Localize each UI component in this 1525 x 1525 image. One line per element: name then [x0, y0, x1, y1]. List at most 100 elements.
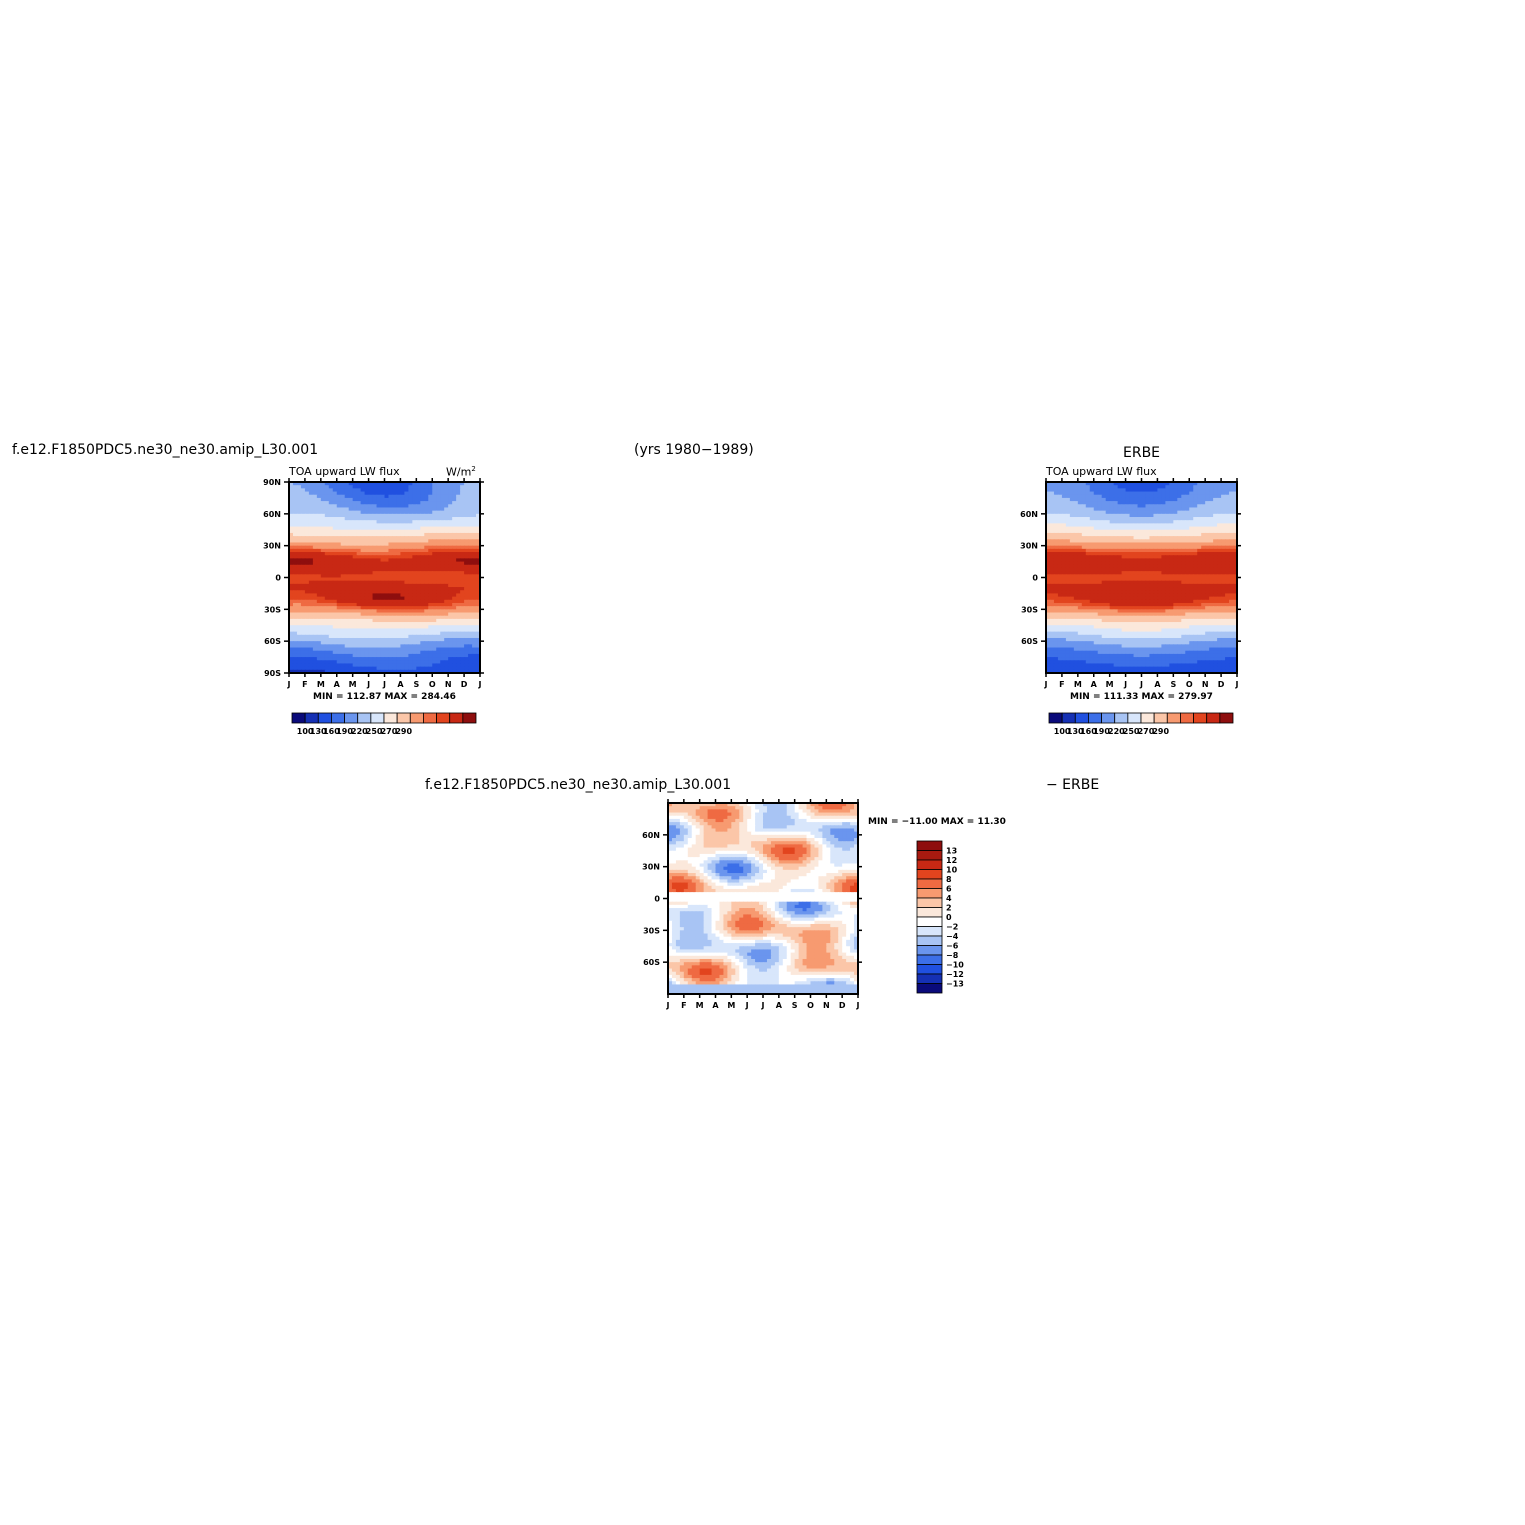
field-cell — [1197, 602, 1202, 607]
field-cell — [1093, 485, 1099, 489]
field-cell — [352, 552, 358, 556]
field-cell — [388, 606, 394, 610]
field-cell — [1065, 567, 1071, 572]
field-cell — [396, 641, 402, 645]
field-cell — [1129, 580, 1135, 585]
field-cell — [1165, 580, 1170, 585]
field-cell — [364, 631, 370, 636]
field-cell — [1185, 567, 1190, 572]
field-cell — [320, 593, 326, 598]
field-cell — [296, 485, 302, 489]
field-cell — [1165, 609, 1170, 614]
field-cell — [1153, 564, 1159, 569]
field-cell — [1113, 583, 1119, 588]
field-cell — [1165, 561, 1170, 566]
field-cell — [328, 513, 334, 518]
field-cell — [1093, 612, 1099, 617]
field-cell — [392, 555, 398, 559]
field-cell — [352, 539, 358, 544]
field-cell — [360, 660, 366, 665]
field-cell — [289, 485, 294, 489]
field-cell — [289, 625, 294, 630]
field-cell — [1046, 529, 1051, 534]
field-cell — [320, 615, 326, 620]
field-cell — [1101, 587, 1107, 591]
field-cell — [416, 504, 421, 509]
field-cell — [1221, 513, 1226, 518]
field-cell — [380, 507, 386, 512]
field-cell — [1117, 583, 1123, 588]
field-cell — [328, 520, 334, 524]
field-cell — [1121, 564, 1127, 569]
field-cell — [448, 532, 453, 537]
field-cell — [1101, 539, 1107, 544]
field-cell — [424, 532, 429, 537]
field-cell — [336, 587, 342, 591]
field-cell — [1185, 497, 1190, 502]
field-cell — [352, 507, 358, 512]
panel1-colorbar-swatch — [436, 712, 451, 724]
field-cell — [1097, 558, 1103, 563]
field-cell — [460, 647, 465, 652]
field-cell — [324, 606, 330, 610]
field-cell — [356, 552, 362, 556]
field-cell — [1109, 583, 1115, 588]
field-cell — [320, 663, 326, 668]
field-cell — [328, 669, 334, 674]
field-cell — [436, 634, 441, 639]
field-cell — [1213, 532, 1218, 537]
field-cell — [328, 593, 334, 598]
field-cell — [316, 650, 322, 655]
field-cell — [1117, 507, 1123, 512]
field-cell — [1177, 494, 1182, 499]
field-cell — [324, 485, 330, 489]
field-cell — [289, 526, 294, 531]
field-cell — [289, 653, 294, 658]
field-cell — [1125, 558, 1131, 563]
field-cell — [380, 641, 386, 645]
field-cell — [1181, 577, 1186, 582]
field-cell — [1061, 488, 1067, 493]
field-cell — [1093, 552, 1099, 556]
field-cell — [1109, 545, 1115, 550]
field-cell — [1221, 485, 1226, 489]
field-cell — [1181, 606, 1186, 610]
field-cell — [400, 612, 405, 617]
panel1-xtick-label: J — [366, 680, 370, 689]
field-cell — [1073, 545, 1079, 550]
field-cell — [324, 561, 330, 566]
field-cell — [1133, 571, 1139, 575]
field-cell — [364, 660, 370, 665]
field-cell — [1225, 567, 1230, 572]
field-cell — [416, 634, 421, 639]
field-cell — [360, 485, 366, 489]
field-cell — [1173, 485, 1178, 489]
field-cell — [368, 593, 374, 598]
field-cell — [308, 542, 314, 547]
field-cell — [432, 501, 437, 505]
field-cell — [1097, 561, 1103, 566]
field-cell — [416, 523, 421, 528]
field-cell — [1101, 501, 1107, 505]
field-cell — [452, 666, 457, 671]
field-cell — [444, 609, 449, 614]
field-cell — [312, 577, 318, 582]
field-cell — [1046, 523, 1051, 528]
field-cell — [456, 532, 461, 537]
field-cell — [396, 593, 402, 598]
field-cell — [300, 482, 306, 486]
field-cell — [456, 612, 461, 617]
field-cell — [1049, 564, 1055, 569]
field-cell — [1101, 612, 1107, 617]
field-cell — [1225, 507, 1230, 512]
field-cell — [404, 536, 409, 540]
field-cell — [304, 615, 310, 620]
field-cell — [320, 510, 326, 515]
field-cell — [1209, 513, 1214, 518]
field-cell — [304, 602, 310, 607]
field-cell — [344, 520, 350, 524]
field-cell — [400, 552, 405, 556]
field-cell — [456, 618, 461, 623]
field-cell — [300, 574, 306, 579]
field-cell — [456, 622, 461, 626]
